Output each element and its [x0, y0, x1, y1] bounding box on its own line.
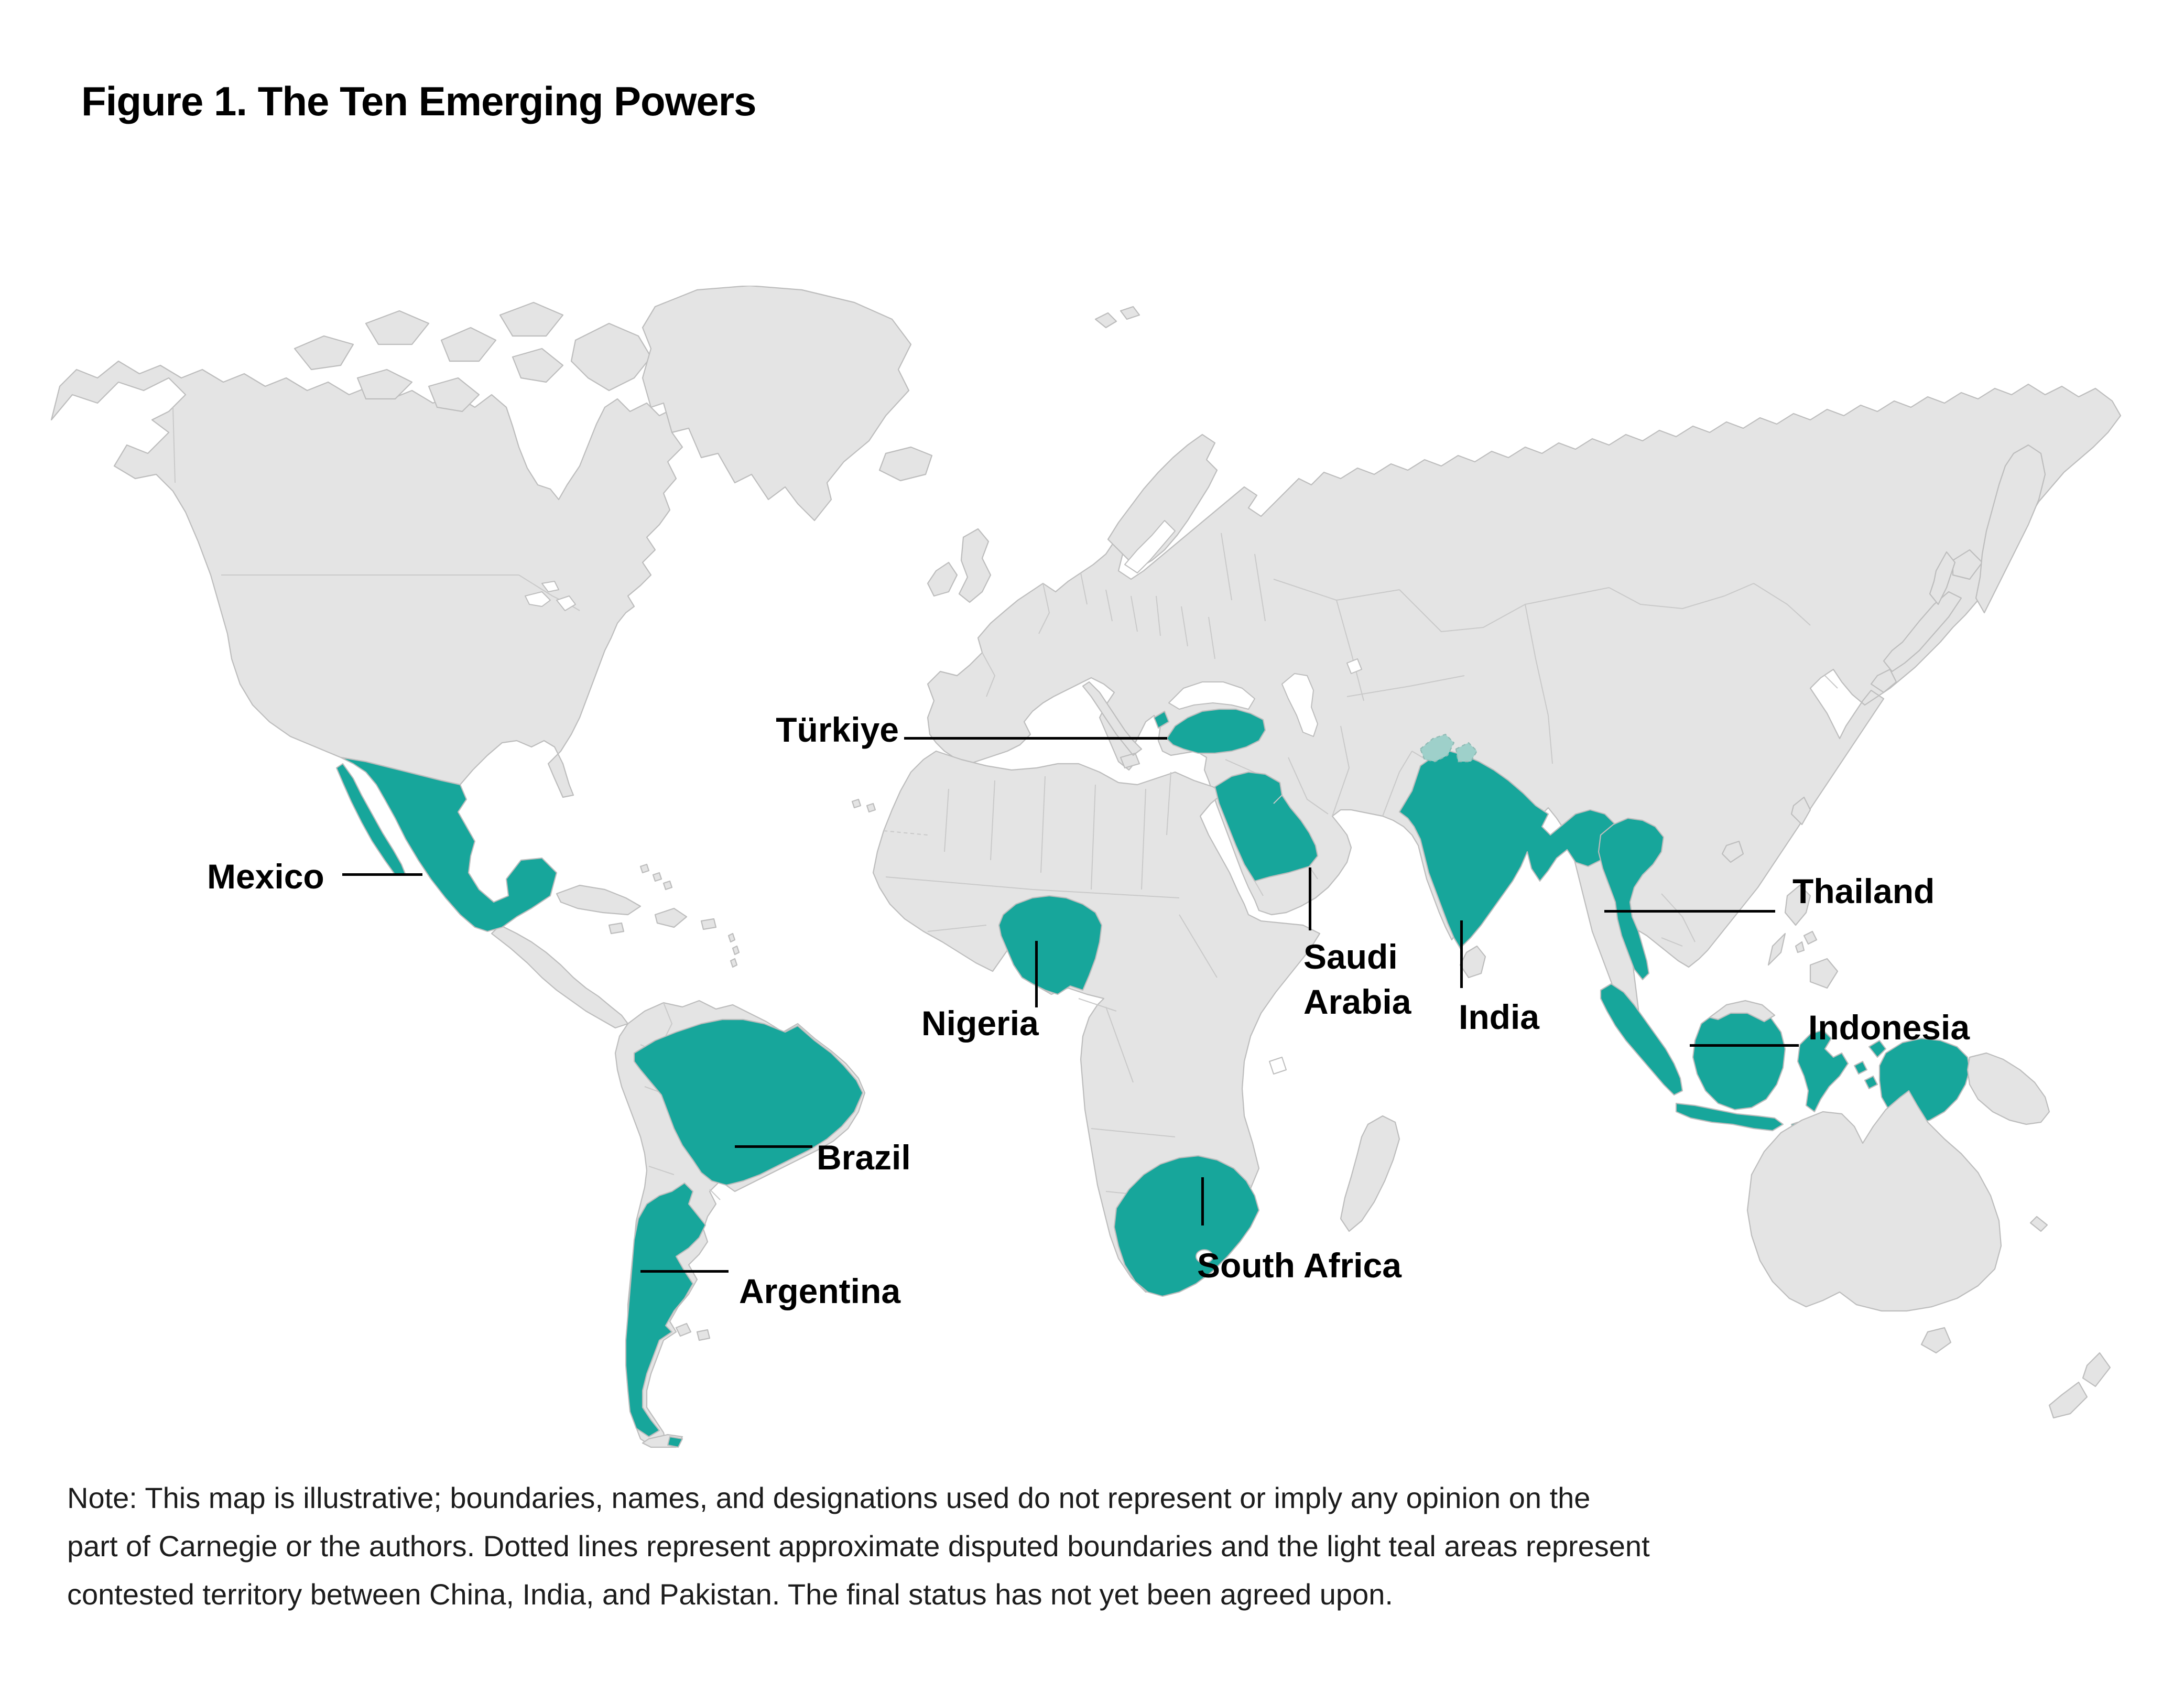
country-shape-italy	[1082, 681, 1143, 769]
region-kashmir-disputed	[1419, 733, 1478, 763]
black-sea	[1168, 681, 1255, 710]
country-label-nigeria: Nigeria	[921, 1004, 1039, 1043]
figure-title: Figure 1. The Ten Emerging Powers	[81, 78, 756, 124]
country-label-saudi-arabia: Saudi Arabia	[1303, 937, 1411, 1021]
country-label-mexico: Mexico	[207, 857, 324, 896]
country-label-turkiye: Türkiye	[776, 710, 899, 749]
country-shape-sri-lanka	[1459, 945, 1486, 979]
note-line-1: Note: This map is illustrative; boundari…	[67, 1481, 1591, 1514]
country-shape-south-africa	[1113, 1155, 1260, 1297]
baltic-sea	[1124, 520, 1176, 573]
country-shape-brazil	[633, 1018, 864, 1186]
country-shape-nigeria	[998, 895, 1103, 995]
figure-note: Note: This map is illustrative; boundari…	[67, 1474, 2122, 1619]
region-arctic-islands	[294, 301, 652, 413]
country-label-argentina: Argentina	[739, 1272, 901, 1310]
leader-indonesia	[1690, 1044, 1799, 1047]
country-shape-uk	[958, 528, 992, 603]
leader-india	[1460, 920, 1463, 988]
aral-sea	[1346, 658, 1362, 674]
svalbard	[1094, 306, 1140, 329]
country-shape-ireland	[927, 561, 958, 597]
leader-saudi-arabia	[1309, 867, 1311, 930]
country-label-south-africa: South Africa	[1197, 1246, 1401, 1285]
world-map-svg	[50, 286, 2122, 1448]
note-line-3: contested territory between China, India…	[67, 1578, 1393, 1611]
country-shape-india	[1398, 750, 1623, 949]
country-shape-argentina	[625, 1182, 707, 1438]
continent-eurasia	[927, 383, 2122, 1035]
country-label-indonesia: Indonesia	[1808, 1008, 1970, 1047]
region-east-asia-islands	[1721, 549, 1983, 989]
leader-south-africa	[1201, 1177, 1204, 1225]
country-label-brazil: Brazil	[817, 1138, 911, 1177]
note-line-2: part of Carnegie or the authors. Dotted …	[67, 1530, 1650, 1563]
country-shape-saudi-arabia	[1214, 771, 1319, 882]
country-label-india: India	[1459, 997, 1540, 1036]
region-kamchatka	[1975, 444, 2046, 614]
country-shape-turkiye	[1153, 708, 1266, 754]
country-shape-iceland	[878, 446, 933, 482]
country-shape-greenland	[642, 286, 912, 522]
country-shape-madagascar	[1340, 1115, 1400, 1232]
leader-nigeria	[1035, 941, 1038, 1007]
leader-brazil	[735, 1145, 812, 1148]
world-map	[47, 286, 2144, 1449]
leader-thailand	[1604, 910, 1775, 913]
continent-australia	[1746, 1090, 2111, 1419]
country-shape-tierra-del-fuego	[667, 1436, 683, 1448]
leader-mexico	[342, 873, 422, 876]
leader-argentina	[640, 1270, 729, 1273]
caspian-sea	[1281, 673, 1318, 737]
country-label-thailand: Thailand	[1792, 872, 1935, 910]
canary-islands	[851, 798, 876, 813]
country-shape-thailand	[1598, 817, 1665, 981]
leader-turkiye	[904, 737, 1167, 740]
country-shape-mexico	[335, 756, 558, 932]
continent-north-america	[50, 360, 690, 798]
